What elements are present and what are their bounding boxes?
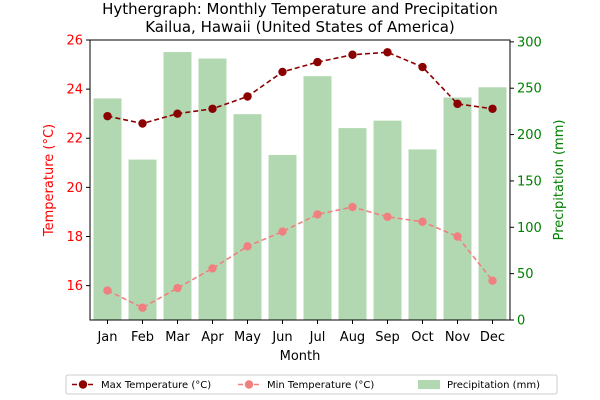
chart-subtitle: Kailua, Hawaii (United States of America… bbox=[145, 18, 455, 36]
max-temperature-point bbox=[103, 111, 112, 121]
min-temperature-point bbox=[243, 242, 252, 251]
legend-frame bbox=[65, 374, 558, 395]
precipitation-bar bbox=[93, 98, 122, 320]
max-temperature-point bbox=[383, 48, 392, 57]
max-temperature-point bbox=[243, 92, 252, 101]
right-axis-label: Precipitation (mm) bbox=[552, 120, 567, 241]
right-axis-tick-label: 200 bbox=[517, 128, 542, 143]
legend-label: Max Temperature (°C) bbox=[101, 380, 211, 391]
x-axis-label: Month bbox=[280, 349, 321, 364]
x-axis-tick-label: Oct bbox=[411, 330, 433, 345]
x-axis-tick-label: Jan bbox=[96, 330, 117, 345]
precipitation-bar bbox=[408, 149, 437, 320]
x-axis-tick-label: Feb bbox=[131, 330, 154, 345]
min-temperature-point bbox=[103, 286, 112, 295]
x-axis-tick-label: Mar bbox=[165, 330, 190, 345]
legend-marker-swatch bbox=[244, 380, 254, 389]
left-axis-tick-label: 22 bbox=[66, 132, 83, 147]
x-axis-tick-label: Apr bbox=[201, 330, 224, 345]
x-axis: Jan Feb Mar Apr May Jun Jul Aug Sep Oct Nov Dec bbox=[96, 320, 505, 345]
x-axis-tick-label: Aug bbox=[340, 330, 365, 345]
max-temperature-point bbox=[208, 104, 217, 113]
max-temperature-point bbox=[348, 50, 357, 59]
min-temperature-point bbox=[348, 202, 357, 212]
left-axis: 16 18 20 22 24 26 bbox=[66, 34, 90, 294]
precipitation-bar bbox=[198, 58, 227, 320]
max-temperature-point bbox=[313, 57, 322, 67]
min-temperature-point bbox=[313, 210, 322, 219]
legend-precipitation: Precipitation (mm) bbox=[418, 380, 540, 391]
min-temperature-point bbox=[383, 212, 392, 222]
left-axis-tick-label: 26 bbox=[66, 34, 83, 49]
min-temperature-point bbox=[138, 303, 147, 312]
max-temperature-point bbox=[278, 67, 287, 77]
plot-frame bbox=[89, 39, 511, 321]
legend-label: Precipitation (mm) bbox=[447, 380, 540, 391]
left-axis-label: Temperature (°C) bbox=[42, 124, 57, 237]
precipitation-bar bbox=[233, 114, 262, 320]
right-axis: 0 50 100 150 200 250 300 bbox=[510, 35, 542, 329]
max-temperature-point bbox=[453, 99, 462, 109]
legend-max-temperature: Max Temperature (°C) bbox=[72, 380, 211, 391]
legend-label: Min Temperature (°C) bbox=[267, 380, 374, 391]
precipitation-bars bbox=[93, 52, 507, 321]
precipitation-bar bbox=[128, 159, 157, 320]
right-axis-tick-label: 50 bbox=[517, 267, 534, 282]
right-axis-tick-label: 300 bbox=[517, 35, 542, 50]
precipitation-bar bbox=[268, 154, 297, 320]
precipitation-bar bbox=[163, 52, 192, 321]
legend: Max Temperature (°C) Min Temperature (°C)… bbox=[65, 374, 558, 395]
x-axis-tick-label: Nov bbox=[445, 330, 471, 345]
x-axis-tick-label: Jul bbox=[309, 330, 326, 345]
min-temperature-point bbox=[278, 227, 287, 236]
max-temperature-point bbox=[418, 62, 427, 72]
left-axis-tick-label: 20 bbox=[66, 181, 83, 196]
max-temperature-point bbox=[173, 109, 182, 118]
precipitation-bar bbox=[303, 76, 332, 320]
min-temperature-point bbox=[488, 276, 497, 285]
x-axis-tick-label: Sep bbox=[375, 330, 400, 345]
legend-min-temperature: Min Temperature (°C) bbox=[238, 380, 374, 391]
left-axis-tick-label: 18 bbox=[66, 230, 83, 245]
legend-marker-swatch bbox=[78, 380, 88, 389]
x-axis-tick-label: May bbox=[234, 330, 261, 345]
max-temperature-line bbox=[107, 51, 493, 125]
max-temperature-point bbox=[138, 119, 147, 128]
right-axis-tick-label: 0 bbox=[517, 314, 525, 329]
x-axis-tick-label: Jun bbox=[271, 330, 292, 345]
legend-bar-swatch bbox=[418, 380, 440, 389]
x-axis-tick-label: Dec bbox=[480, 330, 505, 345]
right-axis-tick-label: 150 bbox=[517, 174, 542, 189]
min-temperature-line bbox=[107, 206, 494, 309]
chart-title: Hythergraph: Monthly Temperature and Pre… bbox=[102, 0, 498, 18]
left-axis-tick-label: 24 bbox=[66, 83, 83, 98]
right-axis-tick-label: 250 bbox=[517, 82, 542, 97]
precipitation-bar bbox=[443, 97, 472, 320]
right-axis-tick-label: 100 bbox=[517, 221, 542, 236]
max-temperature-point bbox=[488, 104, 497, 113]
min-temperature-point bbox=[453, 232, 462, 241]
temperature-lines bbox=[103, 48, 497, 312]
left-axis-tick-label: 16 bbox=[66, 279, 83, 294]
min-temperature-point bbox=[418, 217, 427, 226]
min-temperature-point bbox=[208, 264, 217, 273]
precipitation-bar bbox=[478, 87, 507, 320]
precipitation-bar bbox=[338, 128, 367, 320]
min-temperature-point bbox=[173, 283, 182, 293]
